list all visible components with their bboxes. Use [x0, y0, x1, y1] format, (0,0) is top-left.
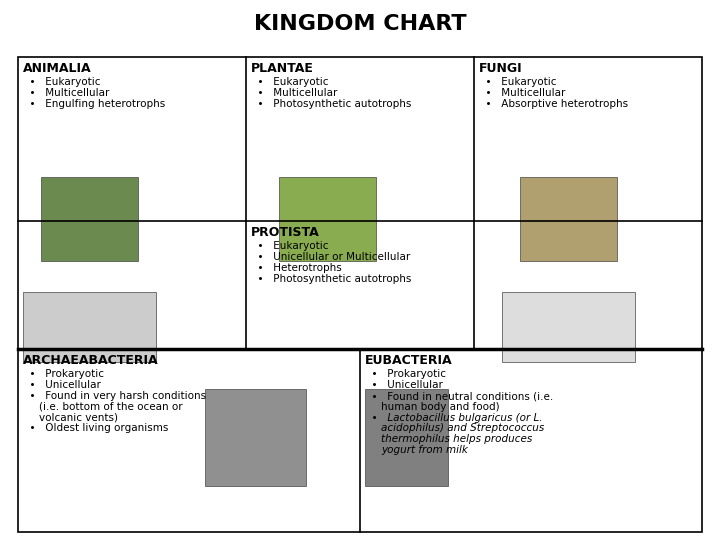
Text: acidophilus) and Streptococcus: acidophilus) and Streptococcus: [381, 423, 544, 434]
Text: •   Unicellular: • Unicellular: [23, 380, 101, 390]
Text: •   Eukaryotic: • Eukaryotic: [480, 77, 557, 87]
Text: •   Photosynthetic autotrophs: • Photosynthetic autotrophs: [251, 99, 411, 109]
Text: •   Prokaryotic: • Prokaryotic: [365, 369, 446, 380]
Text: •   Multicellular: • Multicellular: [251, 88, 337, 98]
Bar: [205, 389, 306, 486]
Text: •   Engulfing heterotrophs: • Engulfing heterotrophs: [23, 99, 166, 109]
Text: •   Photosynthetic autotrophs: • Photosynthetic autotrophs: [251, 274, 411, 284]
Text: •   Absorptive heterotrophs: • Absorptive heterotrophs: [480, 99, 629, 109]
Text: ARCHAEABACTERIA: ARCHAEABACTERIA: [23, 354, 158, 367]
Text: •   Lactobacillus bulgaricus (or L.: • Lactobacillus bulgaricus (or L.: [365, 413, 543, 423]
Text: •   Heterotrophs: • Heterotrophs: [251, 263, 341, 273]
Text: •   Found in neutral conditions (i.e.: • Found in neutral conditions (i.e.: [365, 391, 553, 401]
Bar: [503, 292, 636, 362]
Text: EUBACTERIA: EUBACTERIA: [365, 354, 453, 367]
Text: yogurt from milk: yogurt from milk: [381, 445, 468, 455]
Text: KINGDOM CHART: KINGDOM CHART: [253, 14, 467, 35]
Text: •   Found in very harsh conditions: • Found in very harsh conditions: [23, 391, 206, 401]
Text: ANIMALIA: ANIMALIA: [23, 62, 91, 75]
Text: PLANTAE: PLANTAE: [251, 62, 314, 75]
Text: •   Eukaryotic: • Eukaryotic: [251, 77, 328, 87]
Text: thermophilus helps produces: thermophilus helps produces: [381, 434, 532, 444]
Text: PROTISTA: PROTISTA: [251, 226, 320, 239]
Text: •   Multicellular: • Multicellular: [23, 88, 109, 98]
Bar: [18, 57, 702, 532]
Text: •   Prokaryotic: • Prokaryotic: [23, 369, 104, 380]
Text: (i.e. bottom of the ocean or: (i.e. bottom of the ocean or: [39, 402, 182, 412]
Text: •   Unicellular: • Unicellular: [365, 380, 443, 390]
Bar: [521, 177, 618, 261]
Bar: [365, 389, 448, 486]
Text: •   Unicellular or Multicellular: • Unicellular or Multicellular: [251, 252, 410, 262]
Text: human body and food): human body and food): [381, 402, 500, 412]
Bar: [40, 177, 138, 261]
Text: •   Eukaryotic: • Eukaryotic: [23, 77, 101, 87]
Text: volcanic vents): volcanic vents): [39, 413, 118, 423]
Text: •   Oldest living organisms: • Oldest living organisms: [23, 423, 168, 434]
Text: •   Eukaryotic: • Eukaryotic: [251, 241, 328, 251]
Text: FUNGI: FUNGI: [480, 62, 523, 75]
Bar: [23, 292, 156, 362]
Bar: [279, 177, 376, 261]
Text: •   Multicellular: • Multicellular: [480, 88, 566, 98]
